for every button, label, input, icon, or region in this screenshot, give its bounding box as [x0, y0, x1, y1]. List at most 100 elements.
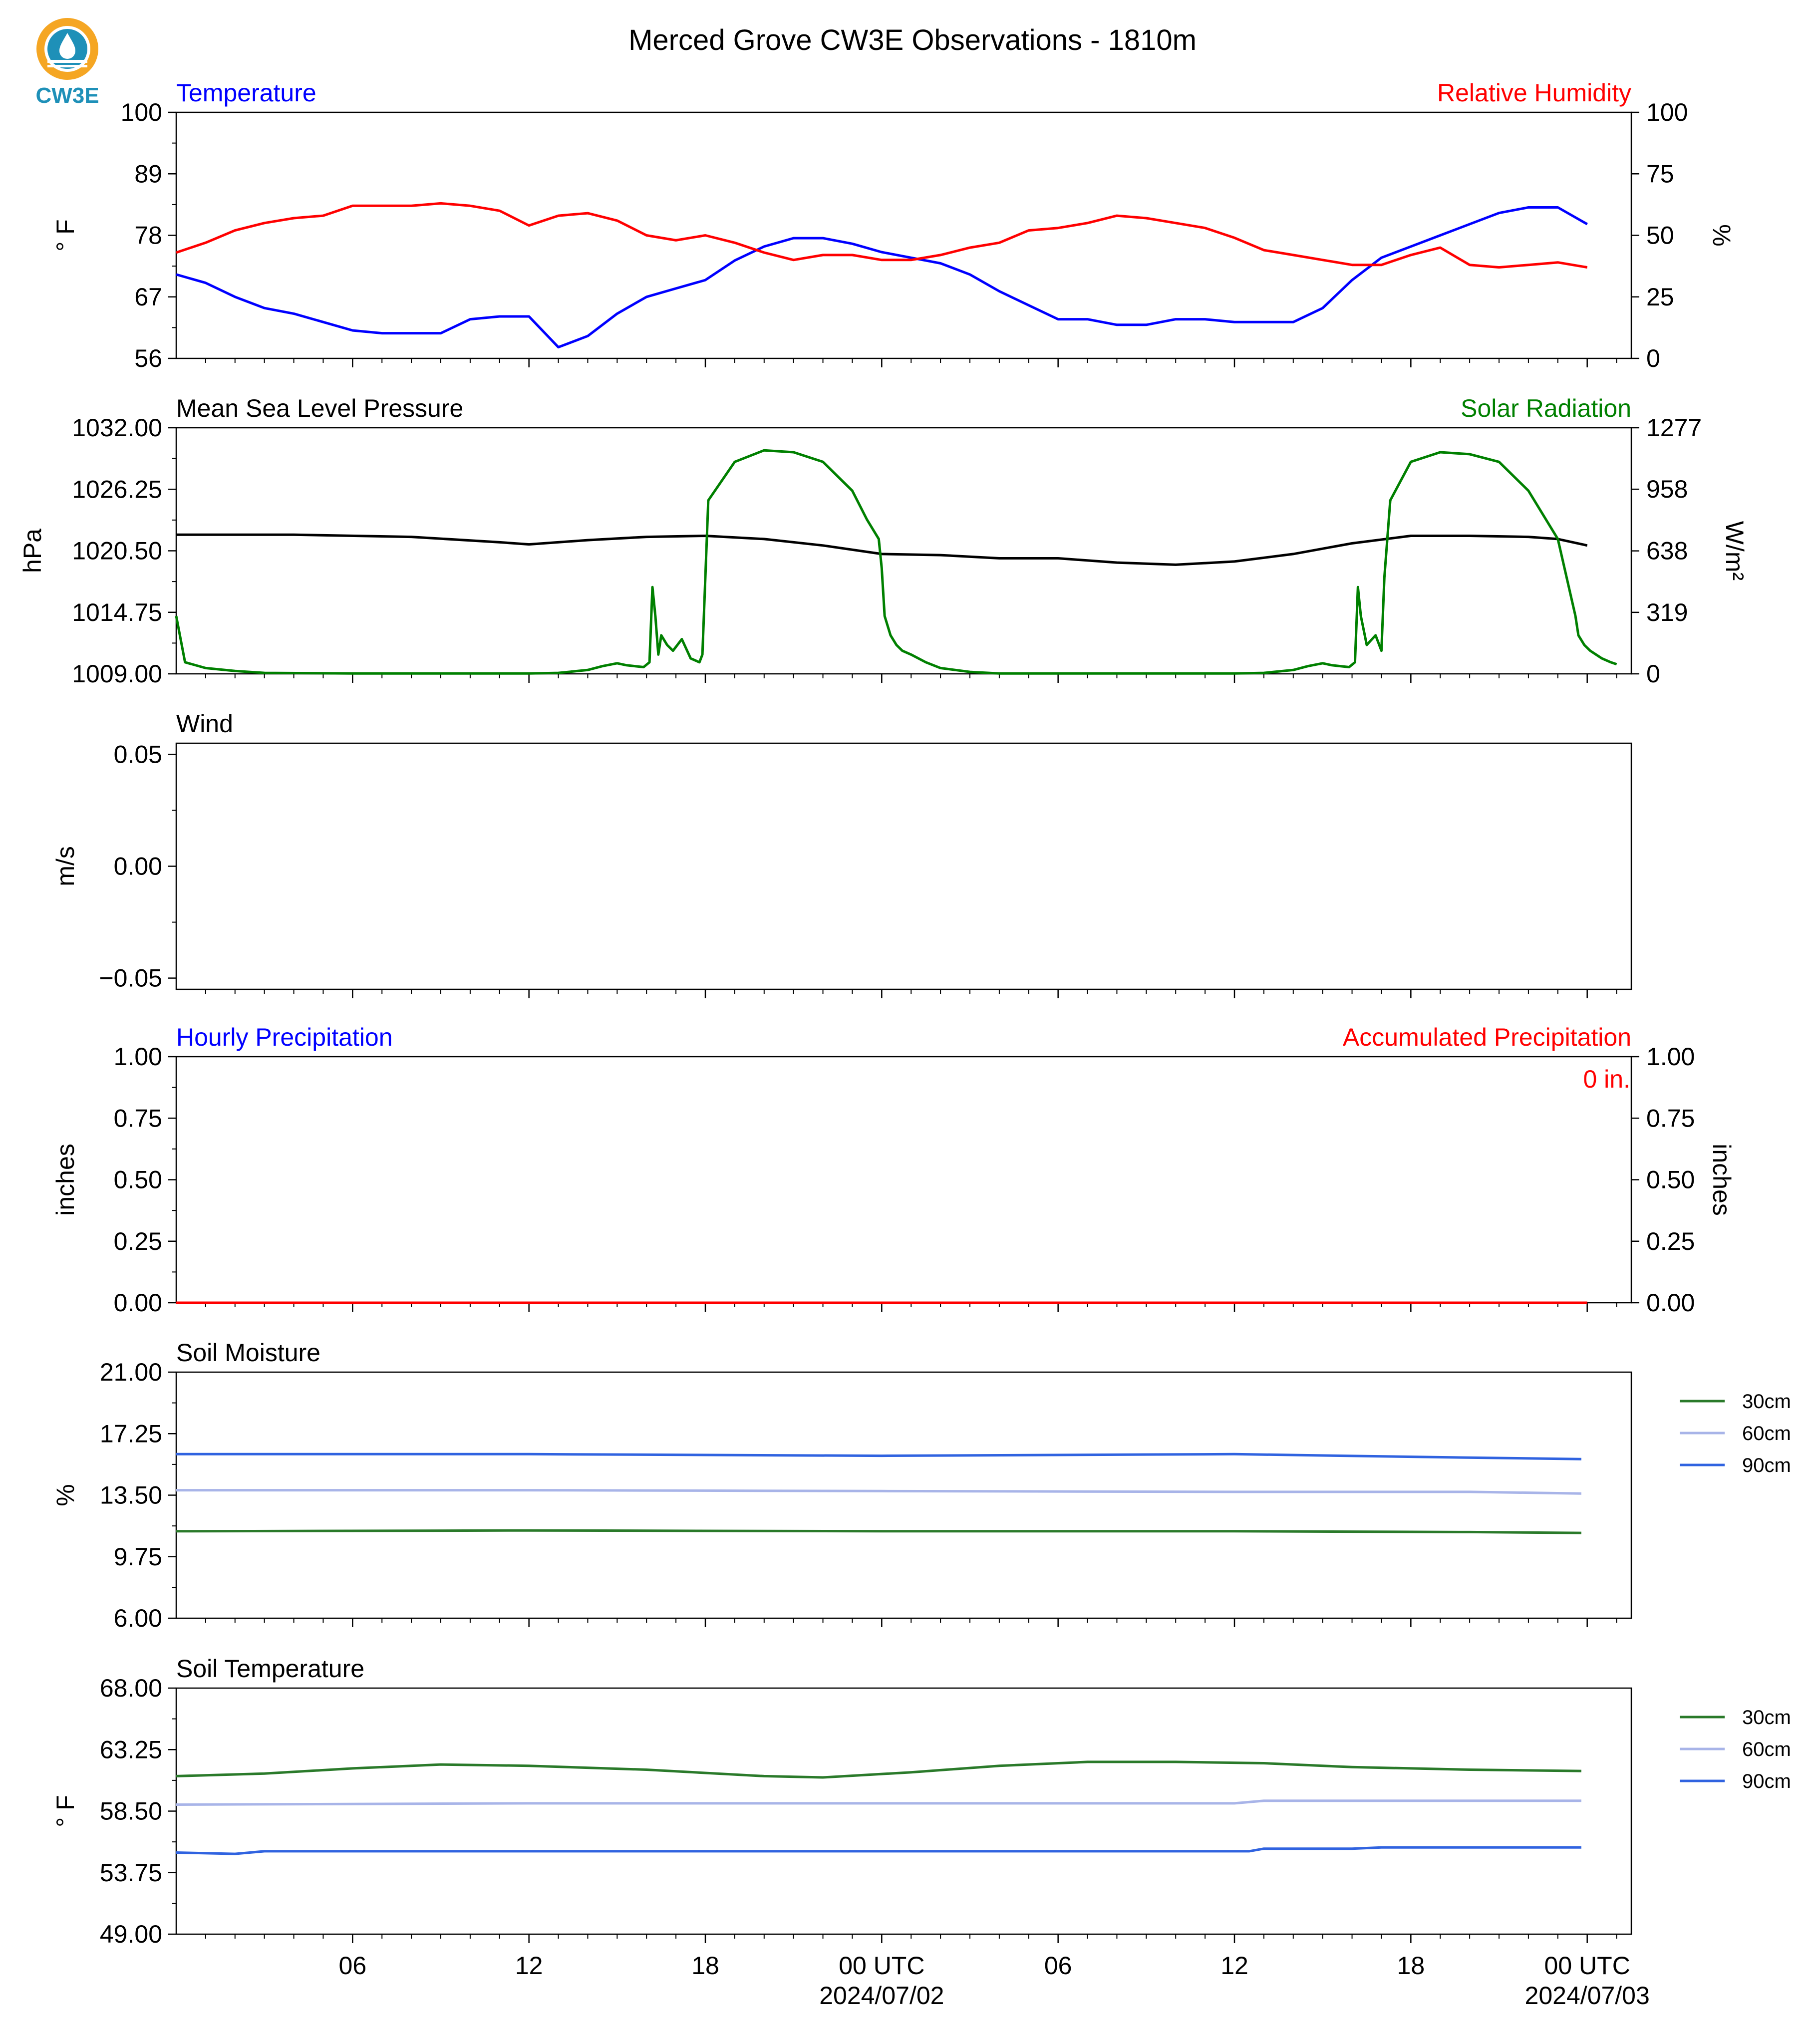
- x-tick-label: 12: [515, 1952, 543, 1980]
- panel-4: [168, 1371, 1725, 1627]
- y-right-tick-label: 958: [1646, 475, 1688, 503]
- y-tick-label: 9.75: [114, 1543, 162, 1571]
- panel-frame: [175, 1687, 1632, 1935]
- legend-label: 30cm: [1742, 1707, 1791, 1729]
- panel-frame: [175, 1371, 1632, 1619]
- y-right-tick-label: 75: [1646, 160, 1674, 188]
- x-tick-label: 06: [339, 1952, 367, 1980]
- y-right-tick-label: 0.50: [1646, 1166, 1695, 1194]
- panel-frame: [175, 111, 1632, 359]
- series-line-90cm: [176, 1846, 1581, 1855]
- panel-title-right: Accumulated Precipitation: [1343, 1023, 1631, 1051]
- x-date-label: 2024/07/02: [819, 1982, 944, 2010]
- y-tick-label: 56: [134, 344, 162, 372]
- y-tick-label: 0.00: [114, 1289, 162, 1317]
- y-tick-label: 67: [134, 283, 162, 311]
- y-right-tick-label: 1.00: [1646, 1043, 1695, 1071]
- y-right-tick-label: 0.00: [1646, 1289, 1695, 1317]
- y-tick-label: 68.00: [100, 1674, 162, 1702]
- panel-title-left: Temperature: [176, 79, 316, 107]
- y-tick-label: 1026.25: [72, 475, 162, 503]
- y-tick-label: 1009.00: [72, 660, 162, 688]
- y-tick-label: 1032.00: [72, 414, 162, 442]
- y-tick-label: 63.25: [100, 1736, 162, 1763]
- series-line-90cm: [176, 1452, 1581, 1460]
- panel-2: [168, 742, 1632, 998]
- y-right-axis-label: %: [1708, 224, 1736, 246]
- logo-drop-icon: [59, 33, 75, 59]
- panel-title-left: Mean Sea Level Pressure: [176, 394, 463, 422]
- panel-title-left: Soil Temperature: [176, 1655, 364, 1683]
- panel-title-right: Relative Humidity: [1437, 79, 1631, 107]
- y-tick-label: 6.00: [114, 1604, 162, 1632]
- y-tick-label: 78: [134, 222, 162, 250]
- legend-label: 60cm: [1742, 1738, 1791, 1760]
- series-line-left: [176, 533, 1588, 566]
- cw3e-logo: CW3E: [35, 18, 99, 108]
- y-right-tick-label: 319: [1646, 598, 1688, 626]
- panel-3: [168, 1056, 1639, 1312]
- x-tick-label: 18: [1397, 1952, 1425, 1980]
- y-tick-label: 1.00: [114, 1043, 162, 1071]
- y-right-tick-label: 0: [1646, 344, 1660, 372]
- y-tick-label: 1020.50: [72, 537, 162, 565]
- x-tick-label: 18: [691, 1952, 719, 1980]
- series-line-30cm: [176, 1529, 1581, 1534]
- y-tick-label: −0.05: [99, 964, 162, 992]
- y-tick-label: 53.75: [100, 1859, 162, 1887]
- y-tick-label: 100: [121, 98, 162, 126]
- panel-frame: [175, 742, 1632, 990]
- panel-0: [168, 111, 1639, 367]
- panel-title-left: Wind: [176, 710, 233, 738]
- accumulated-precip-annotation: 0 in.: [1583, 1065, 1630, 1093]
- panel-title-right: Solar Radiation: [1461, 394, 1631, 422]
- y-axis-label: inches: [51, 1144, 79, 1216]
- y-right-tick-label: 638: [1646, 537, 1688, 565]
- series-line-30cm: [176, 1760, 1581, 1779]
- y-right-tick-label: 100: [1646, 98, 1688, 126]
- panel-5: [168, 1687, 1725, 1943]
- legend-label: 90cm: [1742, 1454, 1791, 1476]
- y-right-axis-label: inches: [1708, 1144, 1736, 1216]
- y-tick-label: 21.00: [100, 1358, 162, 1386]
- y-right-tick-label: 50: [1646, 222, 1674, 250]
- panel-1: [168, 427, 1639, 683]
- series-line-right: [176, 202, 1588, 269]
- panel-title-left: Soil Moisture: [176, 1339, 320, 1367]
- y-right-axis-label: W/m²: [1721, 521, 1749, 580]
- panel-frame: [175, 1056, 1632, 1304]
- y-tick-label: 0.00: [114, 853, 162, 880]
- y-axis-label: %: [51, 1484, 79, 1506]
- series-line-60cm: [176, 1489, 1581, 1495]
- legend-label: 60cm: [1742, 1423, 1791, 1445]
- y-axis-label: ° F: [51, 219, 79, 251]
- series-line-60cm: [176, 1799, 1581, 1806]
- y-tick-label: 0.05: [114, 740, 162, 768]
- y-axis-label: ° F: [51, 1795, 79, 1827]
- y-right-tick-label: 1277: [1646, 414, 1702, 442]
- series-line-right: [175, 449, 1617, 675]
- y-tick-label: 17.25: [100, 1420, 162, 1448]
- y-tick-label: 89: [134, 160, 162, 188]
- y-tick-label: 0.25: [114, 1227, 162, 1255]
- x-tick-label: 06: [1044, 1952, 1072, 1980]
- y-right-tick-label: 25: [1646, 283, 1674, 311]
- panel-title-left: Hourly Precipitation: [176, 1023, 393, 1051]
- x-tick-label: 00 UTC: [1544, 1952, 1630, 1980]
- y-right-tick-label: 0.25: [1646, 1227, 1695, 1255]
- legend-label: 90cm: [1742, 1770, 1791, 1792]
- y-tick-label: 0.50: [114, 1166, 162, 1194]
- legend-label: 30cm: [1742, 1391, 1791, 1413]
- y-tick-label: 58.50: [100, 1797, 162, 1825]
- logo-text: CW3E: [35, 83, 99, 108]
- y-tick-label: 49.00: [100, 1920, 162, 1948]
- x-tick-label: 12: [1220, 1952, 1248, 1980]
- y-right-tick-label: 0: [1646, 660, 1660, 688]
- x-tick-label: 00 UTC: [839, 1952, 924, 1980]
- y-tick-label: 1014.75: [72, 598, 162, 626]
- chart-title: Merced Grove CW3E Observations - 1810m: [628, 24, 1197, 56]
- x-date-label: 2024/07/03: [1525, 1982, 1650, 2010]
- series-line-left: [176, 206, 1588, 349]
- y-tick-label: 13.50: [100, 1481, 162, 1509]
